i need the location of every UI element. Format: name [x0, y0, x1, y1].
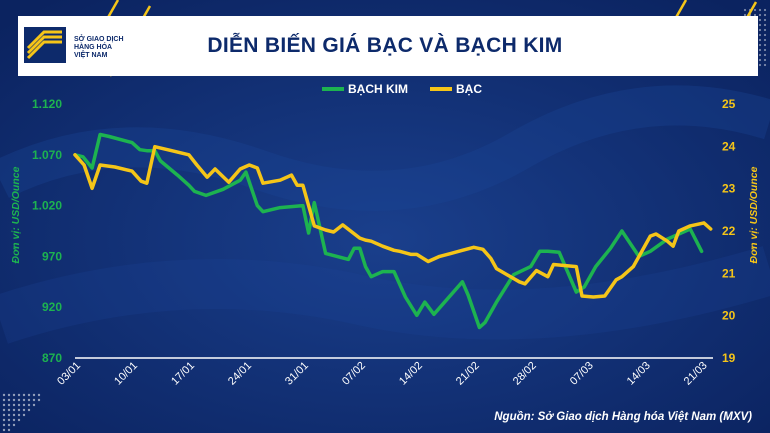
x-tick-label: 28/02: [511, 360, 539, 388]
y-left-tick-label: 1.120: [32, 97, 62, 111]
x-tick-label: 21/03: [682, 360, 710, 388]
x-tick-label: 07/02: [340, 360, 368, 388]
y-right-tick-label: 24: [722, 139, 736, 153]
x-tick-label: 24/01: [226, 360, 254, 388]
legend-label: BẠC: [456, 82, 482, 96]
legend-label: BẠCH KIM: [348, 82, 408, 96]
y-right-tick-label: 22: [722, 224, 736, 238]
x-tick-label: 10/01: [112, 360, 140, 388]
mxv-logo-icon: [24, 27, 66, 63]
y-right-tick-label: 21: [722, 266, 736, 280]
x-tick-label: 21/02: [454, 360, 482, 388]
x-tick-label: 14/03: [625, 360, 653, 388]
x-tick-label: 14/02: [397, 360, 425, 388]
y-right-tick-label: 20: [722, 309, 736, 323]
logo-text: SỞ GIAO DỊCH HÀNG HÓA VIỆT NAM: [74, 36, 154, 60]
y-left-axis-title: Đơn vị: USD/Ounce: [10, 166, 22, 263]
y-left-tick-label: 1.020: [32, 199, 62, 213]
source-note: Nguồn: Sở Giao dịch Hàng hóa Việt Nam (M…: [494, 411, 752, 423]
logo-line: VIỆT NAM: [74, 52, 108, 59]
x-tick-label: 07/03: [568, 360, 596, 388]
x-tick-label: 17/01: [169, 360, 197, 388]
series-line-platinum: [73, 132, 704, 330]
y-left-tick-label: 970: [42, 249, 62, 263]
series-line-silver: [73, 144, 713, 299]
y-left-tick-label: 920: [42, 300, 62, 314]
y-left-tick-label: 1.070: [32, 148, 62, 162]
logo-line: HÀNG HÓA: [74, 44, 113, 51]
logo-line: SỞ GIAO DỊCH: [74, 36, 124, 43]
x-tick-label: 31/01: [283, 360, 311, 388]
y-left-tick-label: 870: [42, 351, 62, 365]
page-title: DIỄN BIẾN GIÁ BẠC VÀ BẠCH KIM: [207, 34, 563, 57]
y-right-tick-label: 19: [722, 351, 736, 365]
y-right-tick-label: 25: [722, 97, 736, 111]
title-banner: [18, 16, 758, 76]
y-right-axis-title: Đơn vị: USD/Ounce: [748, 166, 760, 263]
y-right-tick-label: 23: [722, 182, 736, 196]
